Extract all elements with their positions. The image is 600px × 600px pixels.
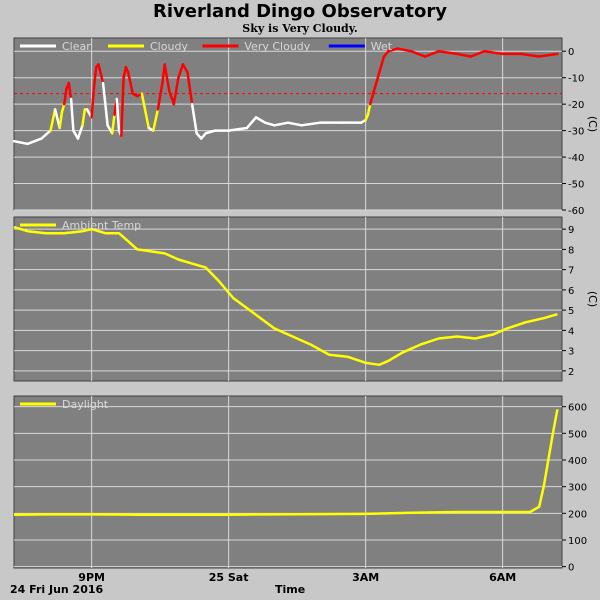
panel-sky-segment-70 — [469, 49, 486, 58]
panel-sky-segment-39 — [172, 76, 180, 106]
panel-daylight-legend-label-0: Daylight — [62, 398, 109, 411]
panel-sky-segment-43 — [190, 102, 198, 135]
panel-sky-ytick-label-5: -50 — [568, 180, 584, 191]
panel-sky-segment-54 — [300, 121, 322, 127]
panel-sky-legend-label-3: Wet — [371, 40, 393, 53]
panel-sky-segment-40 — [177, 63, 185, 79]
x-axis-title: Time — [275, 583, 306, 596]
panel-daylight-ytick-label-1: 100 — [568, 536, 587, 547]
panel-sky-segment-35 — [156, 81, 164, 111]
panel-sky-segment-71 — [483, 49, 504, 56]
panel-sky-segment-26 — [120, 76, 125, 138]
panel-sky-frame — [13, 37, 563, 211]
panel-sky-segment-46 — [204, 129, 217, 135]
panel-sky-segment-65 — [396, 47, 413, 53]
panel-sky-ytick-label-1: -10 — [568, 74, 584, 85]
sky-status-subtitle: Sky is Very Cloudy. — [242, 22, 358, 35]
panel-sky-segment-64 — [387, 47, 399, 53]
panel-sky-segment-69 — [455, 52, 472, 58]
x-tick-label-0: 9PM — [78, 571, 105, 584]
panel-ambient-ylabel: (C) — [586, 291, 599, 307]
chart-title: Riverland Dingo Observatory — [152, 1, 448, 22]
panel-sky-segment-20 — [101, 81, 109, 127]
panel-sky-segment-2 — [40, 129, 52, 140]
panel-sky-segment-6 — [60, 102, 66, 114]
panel-sky-segment-74 — [537, 52, 559, 58]
panel-ambient-ytick-label-3: 5 — [568, 306, 574, 317]
panel-ambient-frame — [13, 216, 563, 382]
panel-sky-ytick-label-6: -60 — [568, 206, 584, 217]
panel-ambient-ytick-label-4: 6 — [568, 286, 574, 297]
panel-daylight-ytick-label-4: 400 — [568, 456, 587, 467]
panel-sky-segment-73 — [519, 52, 541, 58]
panel-sky-segment-17 — [92, 65, 98, 90]
panel-sky-segment-32 — [140, 92, 150, 130]
x-tick-label-2: 3AM — [352, 571, 379, 584]
panel-sky-legend-label-2: Very Cloudy — [244, 40, 310, 53]
panel-sky-segment-9 — [67, 81, 73, 101]
panel-sky-segment-1 — [26, 137, 43, 146]
panel-sky-ytick-label-4: -40 — [568, 153, 584, 164]
panel-ambient-ytick-label-1: 3 — [568, 347, 574, 358]
x-tick-label-1: 25 Sat — [209, 571, 249, 584]
panel-sky-segment-19 — [97, 63, 105, 85]
panel-sky-segment-10 — [69, 97, 75, 132]
panel-ambient-ytick-label-0: 2 — [568, 367, 574, 378]
panel-daylight-series-line — [13, 409, 559, 516]
panel-sky-ytick-label-3: -30 — [568, 127, 584, 138]
panel-sky-segment-60 — [368, 87, 377, 106]
panel-daylight-ytick-label-0: 0 — [568, 563, 574, 574]
panel-ambient-ytick-label-7: 9 — [568, 225, 574, 236]
panel-ambient-ytick-label-5: 7 — [568, 266, 574, 277]
panel-sky-legend-label-0: Clear — [62, 40, 91, 53]
panel-sky-ytick-label-0: 0 — [568, 47, 574, 58]
panel-sky-segment-68 — [437, 49, 459, 56]
panel-daylight-frame — [13, 395, 563, 569]
panel-sky-segment-24 — [115, 97, 121, 132]
panel-sky-segment-7 — [62, 87, 68, 106]
panel-sky-segment-12 — [76, 124, 84, 140]
panel-daylight-ytick-label-6: 600 — [568, 403, 587, 414]
panel-sky-segment-34 — [152, 108, 160, 132]
x-tick-label-3: 6AM — [489, 571, 516, 584]
panel-sky-segment-5 — [58, 110, 64, 130]
panel-sky-segment-0 — [12, 139, 29, 146]
panel-sky-segment-37 — [163, 63, 171, 93]
panel-sky-segment-42 — [186, 71, 194, 106]
panel-ambient-legend-label-0: Ambient Temp — [62, 219, 141, 232]
panel-sky-segment-3 — [49, 108, 57, 132]
panel-sky-segment-22 — [110, 113, 116, 135]
panel-daylight-ytick-label-2: 200 — [568, 509, 587, 520]
panel-sky-segment-61 — [373, 71, 381, 90]
panel-sky-segment-66 — [410, 49, 427, 58]
panel-sky-segment-16 — [90, 87, 96, 119]
panel-sky-segment-13 — [81, 108, 87, 127]
panel-daylight-ytick-label-5: 500 — [568, 429, 587, 440]
panel-sky-segment-59 — [366, 102, 372, 116]
panel-sky-segment-62 — [378, 55, 386, 74]
panel-sky-ylabel: (C) — [586, 116, 599, 132]
panel-sky-segment-67 — [423, 49, 440, 58]
panel-sky-segment-48 — [227, 126, 249, 132]
panel-sky-segment-49 — [245, 116, 258, 130]
panel-sky-segment-41 — [181, 63, 189, 74]
x-axis-date-label: 24 Fri Jun 2016 — [10, 583, 104, 596]
panel-sky-segment-53 — [286, 121, 303, 127]
panel-sky-ytick-label-2: -20 — [568, 100, 584, 111]
panel-sky-segment-29 — [126, 71, 134, 95]
panel-ambient-series-line — [13, 225, 558, 367]
panel-ambient-ytick-label-6: 8 — [568, 245, 574, 256]
panel-sky-segment-51 — [263, 121, 276, 127]
panel-daylight-ytick-label-3: 300 — [568, 483, 587, 494]
panel-sky-segment-52 — [273, 121, 290, 127]
panel-sky-segment-50 — [254, 116, 267, 124]
panel-sky-legend-label-1: Cloudy — [150, 40, 188, 53]
panel-ambient-ytick-label-2: 4 — [568, 326, 574, 337]
